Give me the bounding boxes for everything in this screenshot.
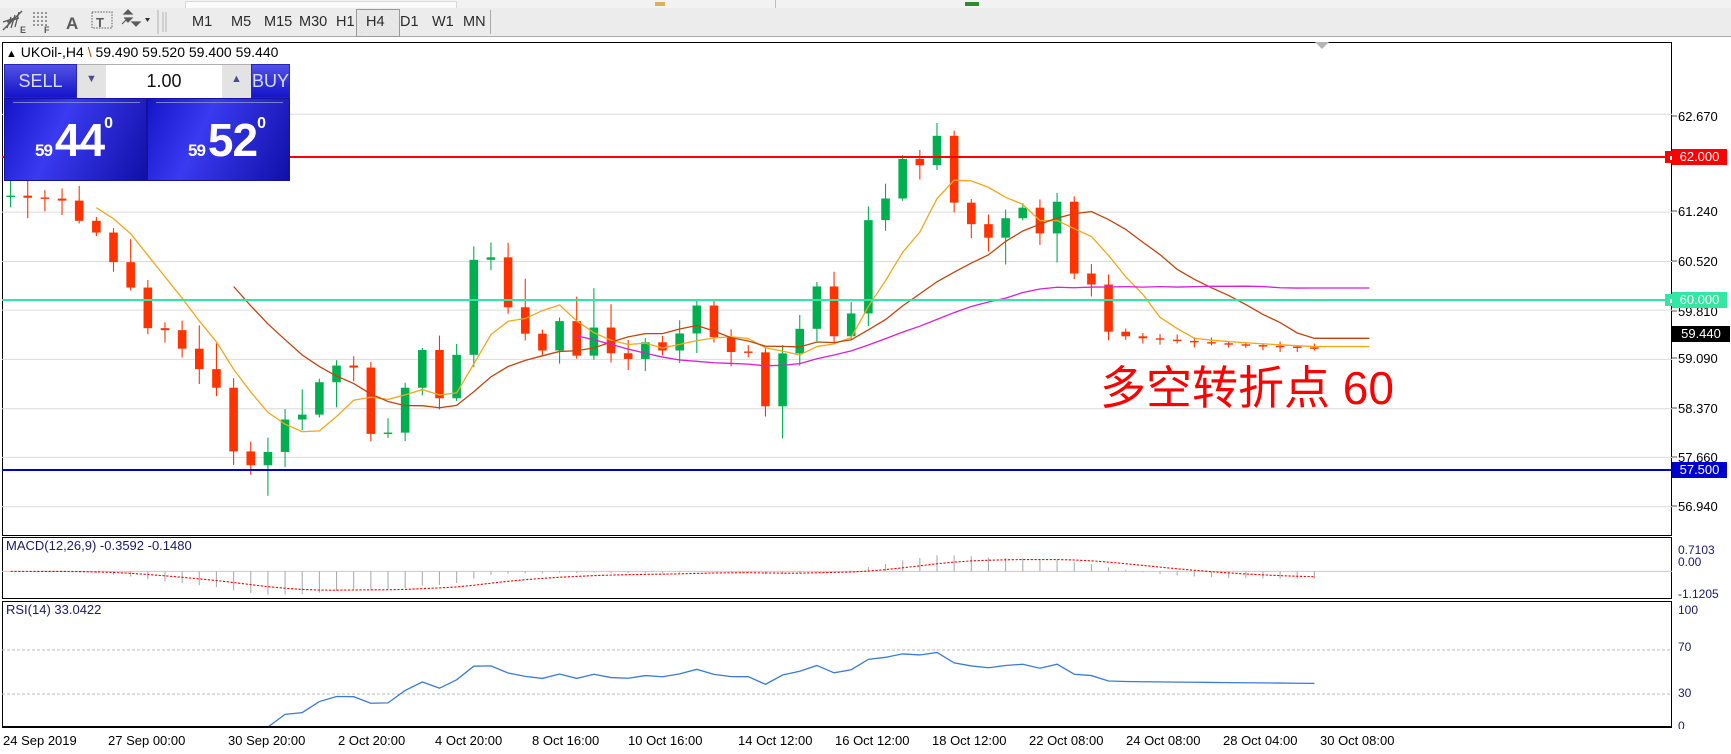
svg-text:E: E bbox=[20, 25, 26, 35]
svg-text:T: T bbox=[96, 15, 104, 30]
svg-text:A: A bbox=[66, 14, 78, 33]
svg-text:F: F bbox=[44, 25, 50, 35]
